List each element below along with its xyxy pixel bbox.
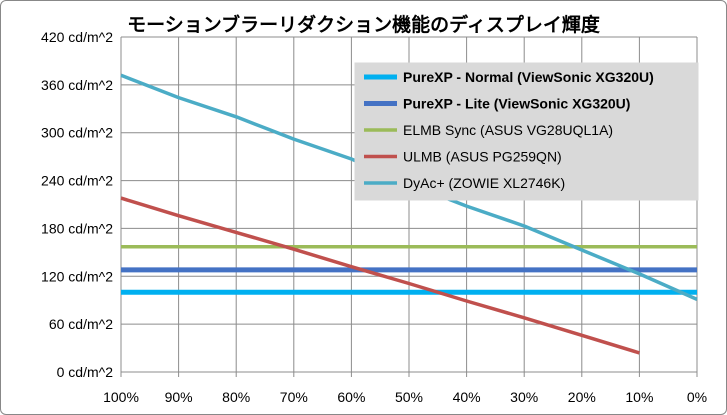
x-axis-ticks: 100% 90% 80% 70% 60% 50% 40% 30% 20% 10% 0% bbox=[103, 389, 707, 405]
legend-label-3: ELMB Sync (ASUS VG28UQL1A) bbox=[403, 122, 613, 138]
legend-label-1: PureXP - Normal (ViewSonic XG320U) bbox=[403, 69, 654, 85]
x-tick-label: 80% bbox=[222, 389, 250, 405]
y-tick-label: 0 cd/m^2 bbox=[57, 364, 114, 380]
chart-title: モーションブラーリダクション機能のディスプレイ輝度 bbox=[127, 14, 600, 36]
legend: PureXP - Normal (ViewSonic XG320U) PureXP… bbox=[354, 62, 699, 201]
legend-label-4: ULMB (ASUS PG259QN) bbox=[403, 149, 562, 165]
x-tick-label: 20% bbox=[568, 389, 596, 405]
y-tick-label: 180 cd/m^2 bbox=[41, 220, 113, 236]
series-line-4 bbox=[120, 196, 640, 355]
x-tick-label: 90% bbox=[165, 389, 193, 405]
y-axis-ticks: 0 cd/m^2 60 cd/m^2 120 cd/m^2 180 cd/m^2 240… bbox=[41, 29, 113, 380]
gridlines bbox=[121, 36, 698, 372]
y-tick-label: 420 cd/m^2 bbox=[41, 29, 113, 45]
legend-box bbox=[354, 62, 699, 201]
series-lines bbox=[120, 73, 698, 355]
legend-label-2: PureXP - Lite (ViewSonic XG320U) bbox=[403, 96, 630, 112]
x-tick-label: 70% bbox=[280, 389, 308, 405]
x-tick-label: 30% bbox=[510, 389, 538, 405]
x-tick-label: 40% bbox=[453, 389, 481, 405]
y-tick-label: 120 cd/m^2 bbox=[41, 268, 113, 284]
x-tick-label: 100% bbox=[103, 389, 139, 405]
axes bbox=[120, 37, 698, 377]
legend-label-5: DyAc+ (ZOWIE XL2746K) bbox=[403, 175, 565, 191]
y-tick-label: 240 cd/m^2 bbox=[41, 173, 113, 189]
x-tick-label: 10% bbox=[625, 389, 653, 405]
y-tick-label: 360 cd/m^2 bbox=[41, 77, 113, 93]
x-tick-label: 60% bbox=[337, 389, 365, 405]
x-tick-label: 0% bbox=[687, 389, 707, 405]
x-tick-label: 50% bbox=[395, 389, 423, 405]
y-tick-label: 60 cd/m^2 bbox=[49, 316, 113, 332]
y-tick-label: 300 cd/m^2 bbox=[41, 125, 113, 141]
